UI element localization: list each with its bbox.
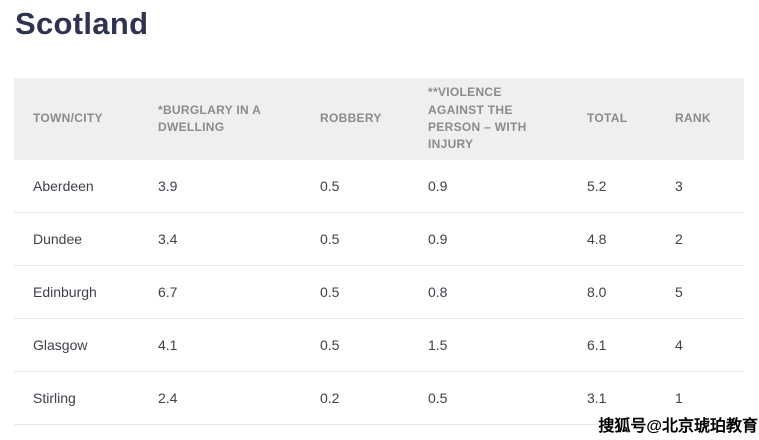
cell-robbery: 0.5	[320, 265, 428, 319]
table-row-aberdeen: Aberdeen 3.9 0.5 0.9 5.2 3	[14, 160, 744, 213]
cell-violence: 0.5	[428, 371, 587, 425]
sohu-watermark: 搜狐号@北京琥珀教育	[598, 418, 758, 435]
cell-burglary: 2.4	[158, 371, 320, 425]
cell-rank: 2	[675, 212, 744, 266]
cell-total: 4.8	[587, 212, 675, 266]
column-header-robbery: ROBBERY	[320, 78, 428, 160]
column-header-burglary: *BURGLARY IN A DWELLING	[158, 78, 320, 160]
cell-rank: 3	[675, 160, 744, 213]
crime-stats-table: TOWN/CITY *BURGLARY IN A DWELLING ROBBER…	[14, 78, 744, 425]
column-header-rank: RANK	[675, 78, 744, 160]
cell-town: Stirling	[14, 371, 158, 425]
column-header-town-city: TOWN/CITY	[14, 78, 158, 160]
cell-total: 8.0	[587, 265, 675, 319]
cell-total: 3.1	[587, 371, 675, 425]
cell-violence: 0.9	[428, 212, 587, 266]
column-header-total: TOTAL	[587, 78, 675, 160]
cell-town: Glasgow	[14, 318, 158, 372]
cell-burglary: 6.7	[158, 265, 320, 319]
table-row-stirling: Stirling 2.4 0.2 0.5 3.1 1	[14, 371, 744, 425]
page-title: Scotland	[15, 6, 149, 41]
table-header-row: TOWN/CITY *BURGLARY IN A DWELLING ROBBER…	[14, 78, 744, 160]
cell-violence: 1.5	[428, 318, 587, 372]
cell-rank: 1	[675, 371, 744, 425]
cell-rank: 4	[675, 318, 744, 372]
cell-town: Dundee	[14, 212, 158, 266]
cell-rank: 5	[675, 265, 744, 319]
table-row-dundee: Dundee 3.4 0.5 0.9 4.8 2	[14, 212, 744, 266]
cell-burglary: 3.9	[158, 160, 320, 213]
cell-robbery: 0.5	[320, 318, 428, 372]
cell-burglary: 4.1	[158, 318, 320, 372]
cell-total: 5.2	[587, 160, 675, 213]
cell-robbery: 0.2	[320, 371, 428, 425]
table-row-glasgow: Glasgow 4.1 0.5 1.5 6.1 4	[14, 318, 744, 372]
cell-town: Edinburgh	[14, 265, 158, 319]
cell-robbery: 0.5	[320, 160, 428, 213]
table-row-edinburgh: Edinburgh 6.7 0.5 0.8 8.0 5	[14, 265, 744, 319]
cell-violence: 0.9	[428, 160, 587, 213]
cell-town: Aberdeen	[14, 160, 158, 213]
column-header-violence: **VIOLENCE AGAINST THE PERSON – WITH INJ…	[428, 78, 587, 160]
cell-robbery: 0.5	[320, 212, 428, 266]
cell-violence: 0.8	[428, 265, 587, 319]
cell-total: 6.1	[587, 318, 675, 372]
cell-burglary: 3.4	[158, 212, 320, 266]
